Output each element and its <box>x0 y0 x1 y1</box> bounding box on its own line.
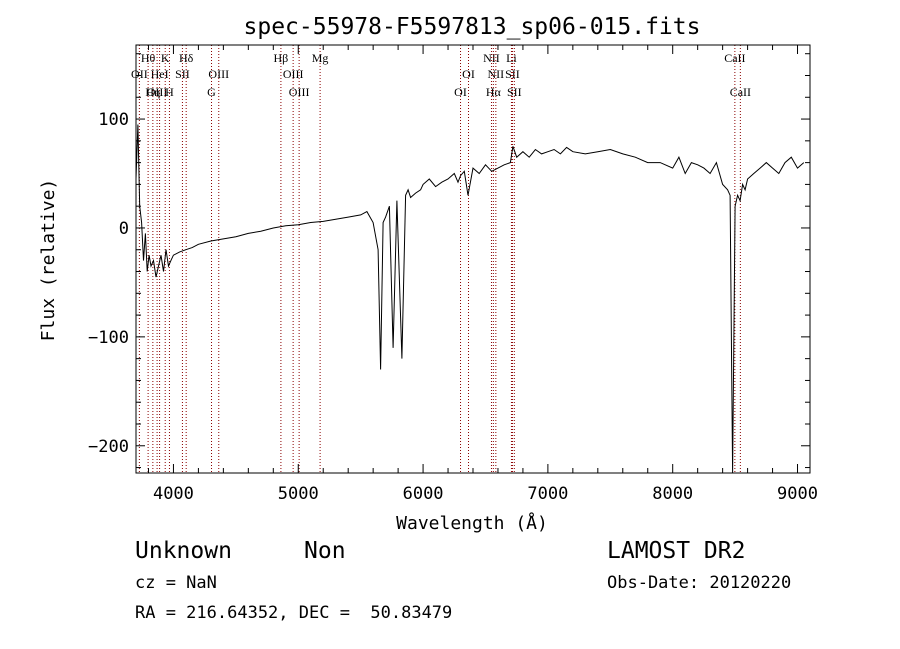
y-tick-label-1: 0 <box>119 219 129 239</box>
x-tick-label-3: 7000 <box>527 484 568 504</box>
marker-label-22: SII <box>507 85 522 99</box>
marker-label-13: OIII <box>289 85 310 99</box>
x-tick-label-4: 8000 <box>652 484 693 504</box>
redshift-cz: cz = NaN <box>135 573 217 593</box>
y-tick-label-0: 100 <box>98 110 129 130</box>
y-tick-label-2: −100 <box>88 328 129 348</box>
marker-label-3: K <box>161 51 170 65</box>
chart-title: spec-55978-F5597813_sp06-015.fits <box>244 14 701 40</box>
survey-name: LAMOST DR2 <box>607 538 746 564</box>
marker-label-5: Hη <box>145 85 160 99</box>
marker-label-12: OIII <box>283 67 304 81</box>
sky-coordinates: RA = 216.64352, DEC = 50.83479 <box>135 603 453 623</box>
marker-label-6: SII <box>175 67 190 81</box>
marker-label-19: Hα <box>486 85 502 99</box>
marker-label-24: CaII <box>730 85 751 99</box>
x-axis-label: Wavelength (Å) <box>396 512 548 534</box>
y-tick-label-3: −200 <box>88 437 129 457</box>
marker-label-14: Mg <box>312 51 329 65</box>
object-class: Unknown <box>135 538 232 564</box>
plot-frame <box>135 44 811 474</box>
marker-label-23: CaII <box>724 51 745 65</box>
marker-label-8: Hδ <box>179 51 194 65</box>
axes: 4000 5000 6000 7000 8000 9000 100 0 −100 −200 <box>88 45 818 504</box>
x-tick-label-1: 5000 <box>278 484 319 504</box>
marker-label-17: NII <box>483 51 500 65</box>
spectrum-line <box>135 124 805 474</box>
x-tick-label-5: 9000 <box>777 484 818 504</box>
marker-label-16: OI <box>454 85 467 99</box>
marker-label-11: Hβ <box>274 51 289 65</box>
marker-label-21: SII <box>505 67 520 81</box>
y-axis-label: Flux (relative) <box>38 179 59 342</box>
marker-label-20: Li <box>506 51 517 65</box>
marker-label-2: OIII <box>147 85 168 99</box>
x-tick-label-2: 6000 <box>403 484 444 504</box>
marker-label-1: OII <box>131 67 148 81</box>
marker-label-0: Hθ <box>141 51 156 65</box>
observation-date: Obs-Date: 20120220 <box>607 573 792 593</box>
marker-label-4: HeI <box>151 67 169 81</box>
emission-line-markers: HθOIIOIIIKHeIHηSIIHHδOIIIGHβOIIIOIIIMgOI… <box>131 45 751 473</box>
marker-label-15: OI <box>462 67 475 81</box>
marker-label-18: NII <box>488 67 505 81</box>
marker-label-10: G <box>207 85 216 99</box>
x-tick-label-0: 4000 <box>153 484 194 504</box>
object-subclass: Non <box>304 538 346 564</box>
marker-label-7: H <box>165 85 174 99</box>
marker-label-9: OIII <box>208 67 229 81</box>
